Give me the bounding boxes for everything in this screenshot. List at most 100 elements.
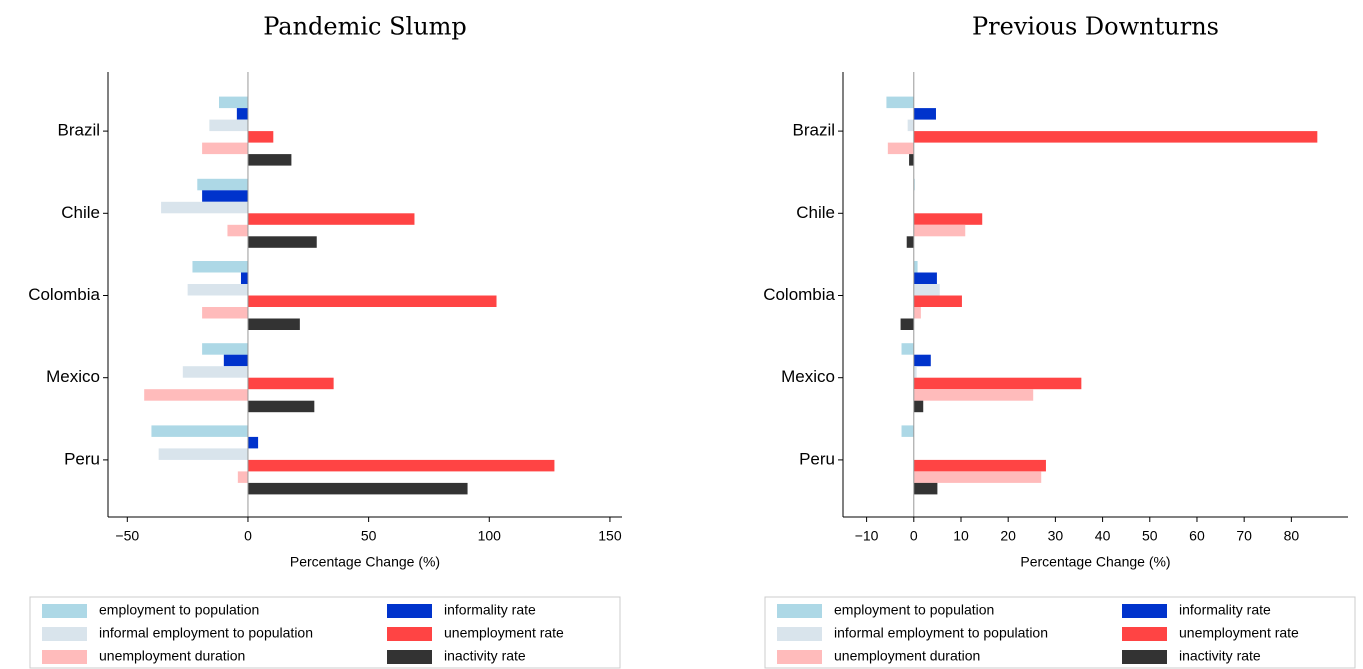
- x-tick-label: 20: [1000, 528, 1016, 544]
- bar: [219, 96, 248, 109]
- y-tick-label: Chile: [61, 203, 100, 222]
- bar: [913, 295, 962, 307]
- bar: [913, 108, 936, 120]
- panel-title: Pandemic Slump: [263, 13, 467, 41]
- bar: [909, 154, 914, 166]
- bar: [227, 224, 248, 237]
- bar: [886, 96, 914, 109]
- x-tick-label: 60: [1189, 528, 1205, 544]
- x-tick-label: −10: [855, 528, 879, 544]
- x-tick-label: 0: [910, 528, 918, 544]
- bar: [237, 471, 248, 483]
- x-tick-label: 70: [1236, 528, 1252, 544]
- legend-swatch: [777, 604, 822, 618]
- bar: [913, 224, 966, 237]
- x-tick-label: 10: [953, 528, 969, 544]
- bar: [192, 261, 248, 273]
- bar: [202, 307, 248, 319]
- bar: [913, 482, 938, 495]
- bar: [247, 213, 415, 225]
- bar: [197, 178, 248, 191]
- bar: [913, 459, 1046, 472]
- x-tick-label: 0: [244, 528, 252, 544]
- legend-swatch: [42, 627, 87, 641]
- x-tick-label: 50: [361, 528, 377, 544]
- legend-swatch: [387, 627, 432, 641]
- x-tick-label: 30: [1048, 528, 1064, 544]
- y-tick-label: Brazil: [57, 121, 100, 140]
- bar: [907, 119, 914, 132]
- bar: [913, 284, 940, 296]
- legend-box: [764, 596, 1356, 669]
- x-tick-label: 40: [1095, 528, 1111, 544]
- bar: [202, 142, 248, 155]
- y-tick-label: Mexico: [781, 367, 835, 386]
- bar: [247, 400, 315, 413]
- y-tick-label: Brazil: [792, 121, 835, 140]
- bar: [913, 213, 983, 225]
- bar: [901, 425, 914, 437]
- bar: [913, 272, 937, 284]
- bar: [144, 389, 248, 401]
- legend-swatch: [777, 627, 822, 641]
- legend-label: employment to population: [834, 602, 994, 618]
- bar: [913, 377, 1082, 390]
- bar: [913, 354, 931, 367]
- legend-label: inactivity rate: [444, 648, 526, 664]
- panel-title: Previous Downturns: [972, 13, 1219, 41]
- legend-label: informal employment to population: [99, 625, 313, 641]
- legend-box: [29, 596, 621, 669]
- bar: [913, 131, 1318, 143]
- bar: [202, 343, 248, 355]
- bar: [247, 295, 497, 307]
- legend-swatch: [387, 604, 432, 618]
- bar: [182, 366, 248, 378]
- bar: [900, 318, 914, 330]
- y-tick-label: Mexico: [46, 367, 100, 386]
- legend-swatch: [42, 604, 87, 618]
- bar: [913, 389, 1034, 401]
- bar: [247, 436, 259, 449]
- bar: [913, 471, 1042, 483]
- legend-swatch: [1122, 627, 1167, 641]
- bar: [151, 425, 248, 437]
- x-axis-label: Percentage Change (%): [1020, 554, 1170, 570]
- y-tick-label: Colombia: [763, 285, 835, 304]
- legend-label: unemployment duration: [99, 648, 245, 664]
- x-axis-label: Percentage Change (%): [290, 554, 440, 570]
- bar: [247, 154, 292, 166]
- bar: [913, 261, 918, 273]
- x-tick-label: 100: [478, 528, 502, 544]
- bar: [202, 190, 248, 202]
- y-tick-label: Chile: [796, 203, 835, 222]
- bar: [247, 482, 468, 495]
- legend-label: informal employment to population: [834, 625, 1048, 641]
- bar: [247, 318, 300, 330]
- bar: [223, 354, 248, 367]
- bar: [236, 108, 248, 120]
- bar: [247, 377, 334, 390]
- y-tick-label: Peru: [799, 449, 835, 468]
- legend-label: unemployment duration: [834, 648, 980, 664]
- y-tick-label: Peru: [64, 449, 100, 468]
- y-tick-label: Colombia: [28, 285, 100, 304]
- x-tick-label: 150: [598, 528, 622, 544]
- legend-label: inactivity rate: [1179, 648, 1261, 664]
- bar: [901, 343, 914, 355]
- legend-swatch: [1122, 650, 1167, 664]
- legend-label: unemployment rate: [444, 625, 564, 641]
- legend-label: informality rate: [1179, 602, 1271, 618]
- legend-swatch: [42, 650, 87, 664]
- bar: [913, 366, 917, 378]
- legend-swatch: [777, 650, 822, 664]
- bar: [247, 459, 555, 472]
- legend-label: unemployment rate: [1179, 625, 1299, 641]
- legend-label: employment to population: [99, 602, 259, 618]
- bar: [240, 272, 248, 284]
- x-tick-label: 80: [1284, 528, 1300, 544]
- legend-swatch: [1122, 604, 1167, 618]
- legend-swatch: [387, 650, 432, 664]
- bar: [187, 284, 248, 296]
- bar: [158, 448, 248, 460]
